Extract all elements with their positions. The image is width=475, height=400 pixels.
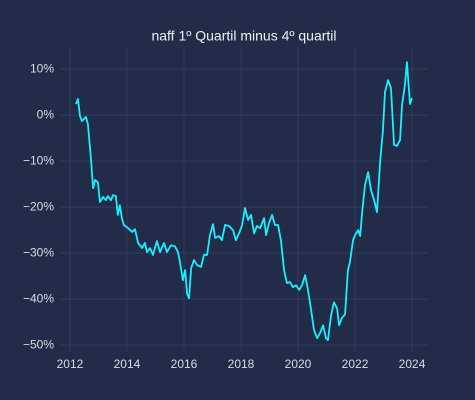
x-tick-label: 2016 (171, 357, 198, 371)
data-line (75, 61, 413, 341)
chart-title: naff 1º Quartil minus 4º quartil (151, 28, 336, 44)
y-tick-label: −30% (23, 245, 54, 259)
y-tick-label: −20% (23, 199, 54, 213)
y-tick-label: −10% (23, 153, 54, 167)
y-tick-label: −40% (23, 291, 54, 305)
y-tick-label: −50% (23, 337, 54, 351)
x-tick-label: 2020 (285, 357, 312, 371)
x-tick-label: 2012 (57, 357, 84, 371)
x-tick-label: 2014 (114, 357, 141, 371)
x-tick-label: 2018 (228, 357, 255, 371)
x-tick-label: 2022 (342, 357, 369, 371)
y-tick-label: 10% (30, 61, 54, 75)
x-tick-label: 2024 (399, 357, 426, 371)
y-tick-label: 0% (37, 107, 55, 121)
